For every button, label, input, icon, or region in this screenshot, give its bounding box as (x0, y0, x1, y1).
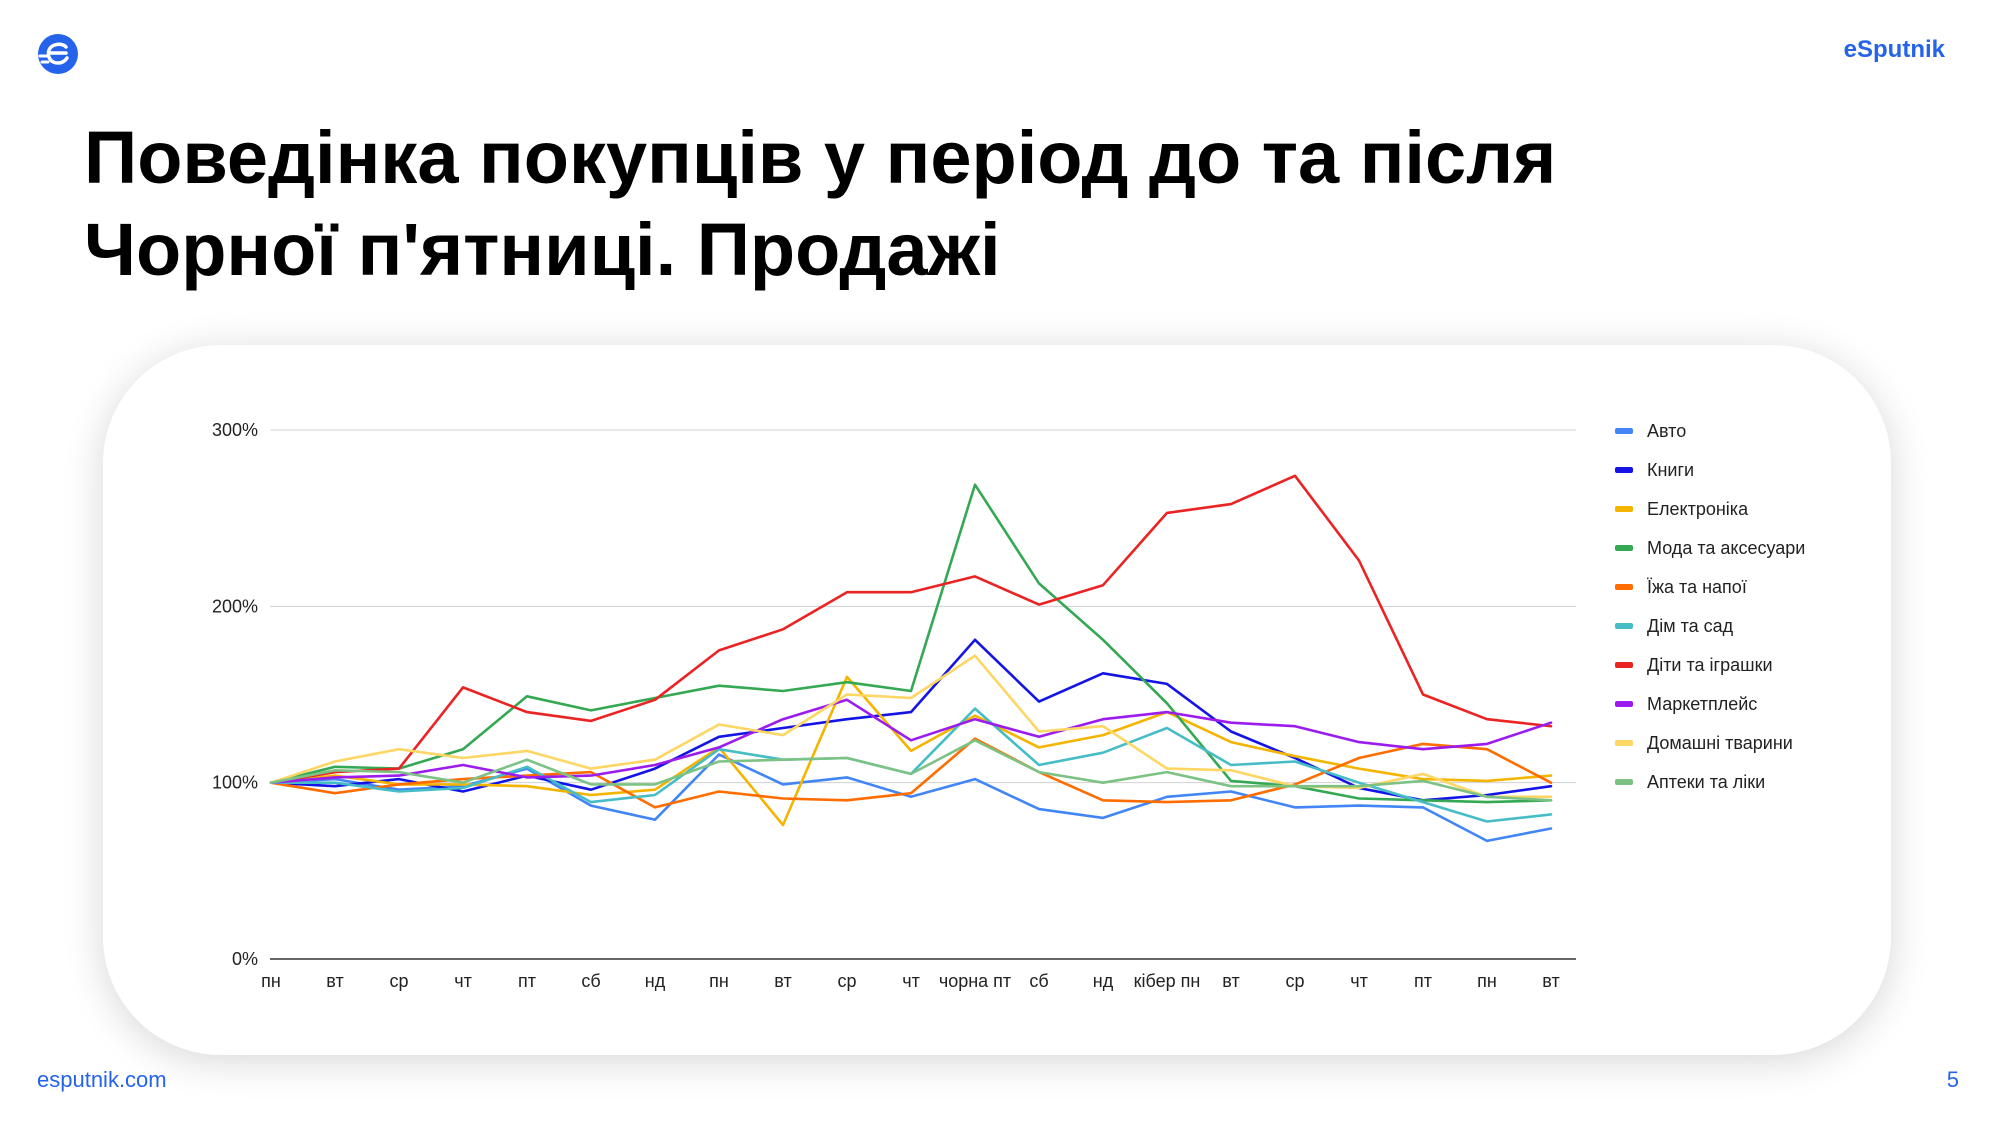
legend-label: Маркетплейс (1647, 694, 1757, 714)
series-line (269, 474, 1553, 785)
x-tick-label: пн (261, 971, 281, 991)
x-tick-label: ср (1285, 971, 1304, 991)
legend-swatch (1615, 467, 1633, 473)
x-tick-label: чт (902, 971, 920, 991)
page-number: 5 (1946, 1067, 1959, 1092)
legend-item[interactable]: Книги (1615, 460, 1694, 480)
series-line (269, 738, 1553, 802)
legend-swatch (1615, 701, 1633, 707)
series-path (269, 698, 1553, 785)
legend-swatch (1615, 740, 1633, 746)
legend-item[interactable]: Діти та іграшки (1615, 655, 1773, 675)
legend-item[interactable]: Авто (1615, 421, 1686, 441)
series-path (269, 654, 1553, 799)
x-tick-label: вт (1542, 971, 1559, 991)
legend-swatch (1615, 623, 1633, 629)
esputnik-logo-icon (38, 34, 78, 74)
legend-swatch (1615, 662, 1633, 668)
series-line (269, 698, 1553, 785)
y-tick-label: 200% (212, 596, 258, 616)
series-path (269, 675, 1553, 827)
x-tick-label: вт (774, 971, 791, 991)
legend-label: Книги (1647, 460, 1694, 480)
legend-item[interactable]: Домашні тварини (1615, 733, 1793, 753)
x-axis-ticks: пн вт ср чт пт сб нд пн вт ср чт чорна пт сб нд кібер … (261, 971, 1560, 991)
series-line (269, 483, 1553, 804)
x-tick-label: чт (1350, 971, 1368, 991)
legend-label: Аптеки та ліки (1647, 772, 1765, 792)
x-tick-label: вт (1222, 971, 1239, 991)
x-tick-label: нд (645, 971, 666, 991)
line-chart: 0%100%200%300% пн вт ср чт пт сб нд пн вт ср чт чор… (212, 420, 1805, 991)
legend-swatch (1615, 545, 1633, 551)
legend-item[interactable]: Електроніка (1615, 499, 1749, 519)
legend-label: Домашні тварини (1647, 733, 1793, 753)
y-tick-label: 300% (212, 420, 258, 440)
series-line (269, 654, 1553, 799)
series-path (269, 737, 1553, 809)
series-line (269, 675, 1553, 827)
brand-name: eSputnik (1843, 36, 1945, 63)
x-tick-label: пт (1414, 971, 1432, 991)
footer-url[interactable]: esputnik.com (37, 1067, 167, 1092)
legend-label: Авто (1647, 421, 1686, 441)
x-tick-label: пн (709, 971, 729, 991)
legend-swatch (1615, 428, 1633, 434)
legend-label: Їжа та напої (1647, 577, 1747, 597)
x-tick-label: пн (1477, 971, 1497, 991)
x-tick-label: сб (581, 971, 600, 991)
chart-series (269, 474, 1553, 843)
x-tick-label: чорна пт (939, 971, 1011, 991)
legend-item[interactable]: Їжа та напої (1615, 577, 1747, 597)
legend-item[interactable]: Мода та аксесуари (1615, 538, 1805, 558)
series-line (269, 638, 1553, 802)
x-tick-label: пт (518, 971, 536, 991)
y-tick-label: 0% (232, 949, 258, 969)
legend-item[interactable]: Аптеки та ліки (1615, 772, 1765, 792)
x-tick-label: ср (837, 971, 856, 991)
series-path (269, 638, 1553, 802)
page-title: Поведінка покупців у період до та після … (84, 116, 1557, 291)
x-tick-label: нд (1093, 971, 1114, 991)
series-line (269, 737, 1553, 809)
chart-card: 0% 100% 200% 300% пн вт ср чт пт сб нд пн вт ср чт чор… (103, 345, 1891, 1055)
legend-item[interactable]: Маркетплейс (1615, 694, 1757, 714)
series-path (269, 738, 1553, 802)
legend-label: Електроніка (1647, 499, 1749, 519)
legend-label: Дім та сад (1647, 616, 1734, 636)
series-path (269, 474, 1553, 785)
x-tick-label: сб (1029, 971, 1048, 991)
x-tick-label: ср (389, 971, 408, 991)
x-tick-label: кібер пн (1134, 971, 1201, 991)
y-tick-label: 100% (212, 773, 258, 793)
legend-item[interactable]: Дім та сад (1615, 616, 1734, 636)
legend-swatch (1615, 584, 1633, 590)
series-path (269, 483, 1553, 804)
legend-label: Діти та іграшки (1647, 655, 1773, 675)
legend-swatch (1615, 779, 1633, 785)
y-axis-ticks: 0% 100% 200% 300% (212, 420, 258, 969)
legend-swatch (1615, 506, 1633, 512)
x-tick-label: вт (326, 971, 343, 991)
chart-legend: Авто Книги Електроніка Мода та аксесуари Їжа… (1615, 421, 1805, 792)
chart-gridlines (270, 429, 1576, 960)
legend-label: Мода та аксесуари (1647, 538, 1805, 558)
x-tick-label: чт (454, 971, 472, 991)
